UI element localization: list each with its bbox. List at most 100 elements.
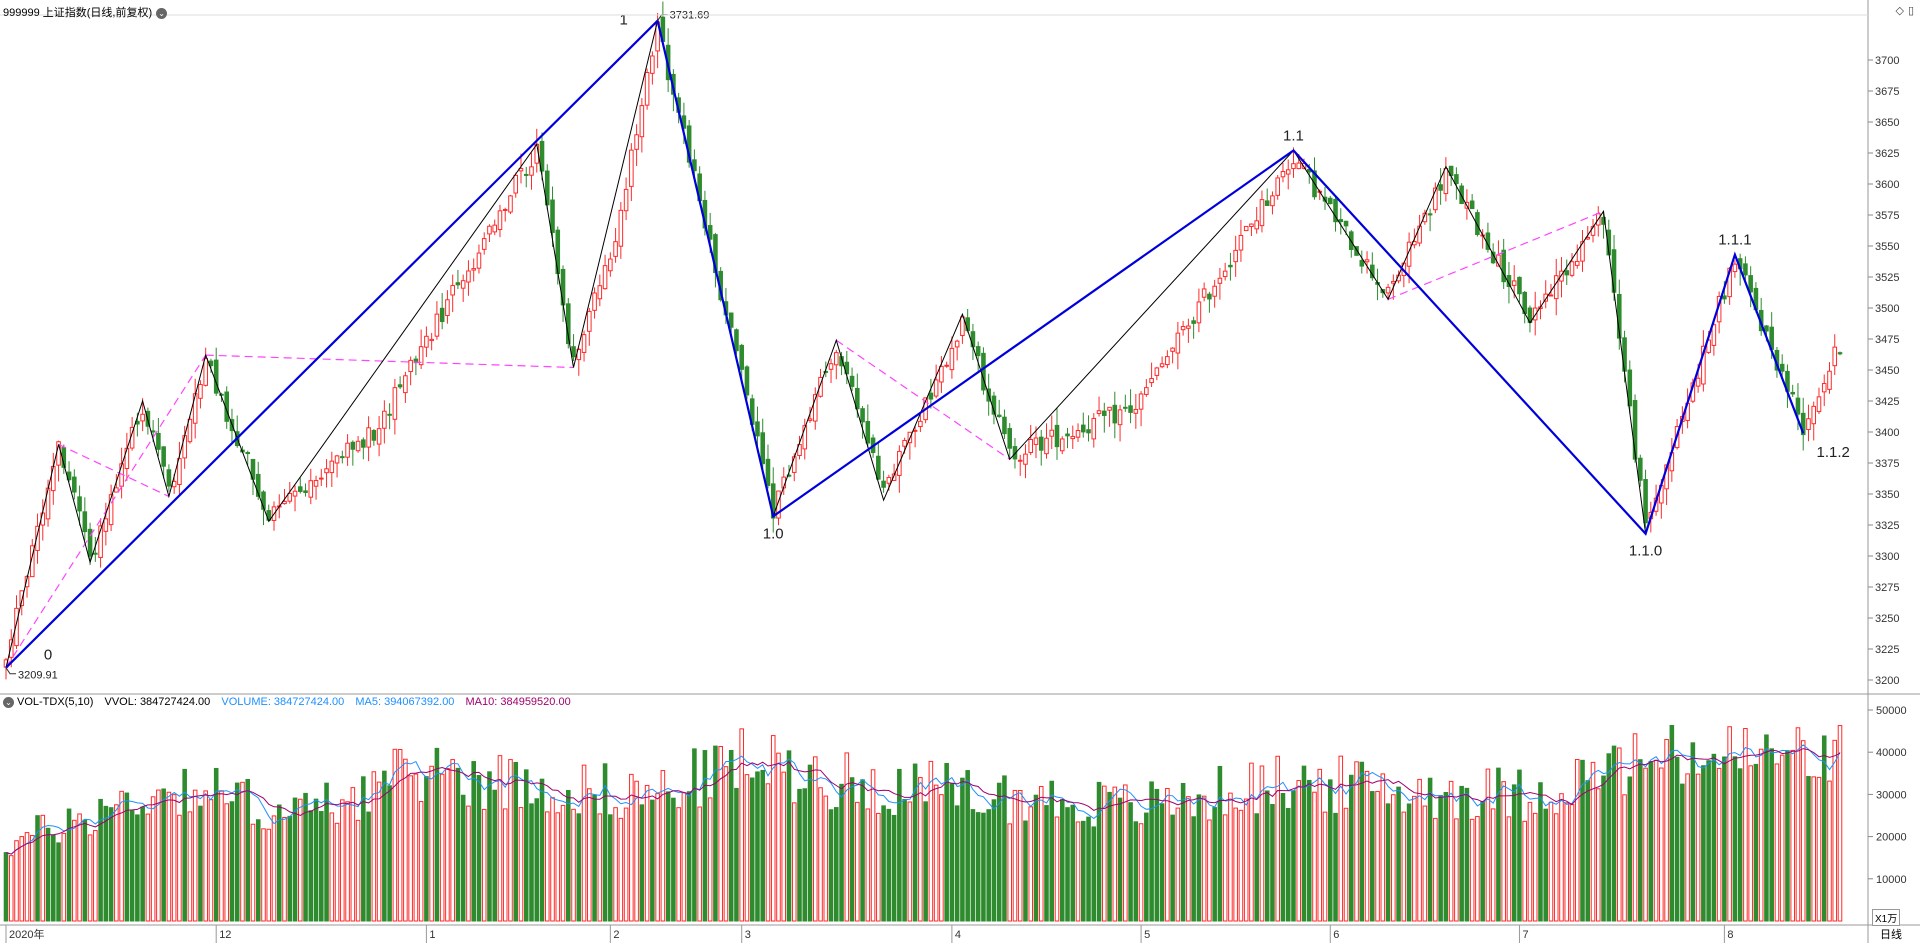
candle-body: [1364, 259, 1370, 263]
candle-body: [1501, 249, 1506, 283]
candle-body: [1117, 409, 1123, 426]
volume-bar: [1033, 794, 1039, 922]
volume-bar: [781, 771, 787, 922]
candle-body: [1743, 263, 1748, 276]
volume-bar: [1790, 749, 1795, 922]
volume-bar: [156, 789, 161, 922]
candle-body: [1722, 295, 1727, 300]
volume-bar: [1128, 802, 1133, 922]
volume-bar: [1417, 778, 1422, 922]
candle-body: [886, 477, 892, 484]
candle-body: [192, 393, 198, 424]
volume-bar: [770, 735, 776, 922]
volume-bar: [1643, 767, 1648, 922]
candle-body: [187, 418, 193, 443]
price-tick-label: 3400: [1875, 427, 1899, 439]
candle-body: [1701, 345, 1706, 385]
candle-body: [975, 346, 981, 357]
volume-bar: [939, 794, 944, 922]
volume-bar: [56, 842, 61, 922]
candle-body: [1217, 277, 1223, 284]
volume-bar: [508, 759, 513, 922]
candle-body: [1580, 241, 1585, 262]
volume-bar: [902, 798, 907, 922]
volume-bar: [1454, 818, 1459, 922]
candle-body: [1243, 225, 1249, 232]
wave-label: 1: [619, 12, 627, 29]
candle-body: [1569, 261, 1575, 276]
minor-wave-line: [5, 20, 1804, 668]
volume-bar: [1112, 786, 1118, 922]
candle-body: [487, 225, 492, 235]
volume-bar: [1638, 759, 1643, 922]
volume-bar: [434, 747, 440, 922]
volume-bar: [271, 815, 277, 922]
candle-body: [1138, 393, 1144, 410]
volume-bar: [629, 773, 634, 922]
candle-body: [618, 209, 624, 247]
candle-body: [623, 188, 629, 212]
volume-bar: [1317, 768, 1323, 922]
candle-body: [1454, 174, 1459, 185]
volume-bar: [655, 793, 660, 922]
price-tick-label: 3575: [1875, 210, 1899, 222]
candle-body: [834, 352, 839, 366]
volume-bar: [613, 807, 618, 922]
volume-bar: [329, 812, 335, 922]
candle-body: [1601, 216, 1606, 225]
candle-body: [150, 430, 156, 433]
volume-bar: [1186, 796, 1191, 922]
volume-bar: [755, 771, 760, 922]
volume-bar: [1322, 811, 1328, 922]
chevron-down-icon[interactable]: ⌄: [3, 696, 14, 708]
channel-line: [58, 443, 170, 498]
volume-bar: [1133, 821, 1139, 922]
period-label[interactable]: 日线: [1880, 929, 1902, 941]
volume-bar: [1254, 813, 1259, 922]
x-tick-label: 5: [1144, 929, 1150, 941]
candle-body: [1695, 377, 1701, 387]
volume-bar: [1180, 782, 1186, 922]
candle-body: [650, 55, 655, 74]
candle-body: [1149, 378, 1154, 384]
candle-body: [933, 379, 939, 397]
volume-bar: [876, 812, 881, 922]
candle-body: [597, 285, 603, 300]
candle-body: [692, 159, 697, 172]
volume-bar: [1722, 756, 1727, 922]
candle-body: [387, 413, 392, 416]
volume-bar: [319, 811, 324, 922]
volume-bar: [881, 805, 886, 922]
wave-labels: 0 1 1.0 1.1 1.1.0 1.1.1 1.1.2: [44, 12, 1850, 664]
volume-bar: [1049, 780, 1055, 922]
volume-bar: [728, 749, 734, 922]
candle-body: [581, 334, 587, 353]
volume-bar: [1501, 781, 1506, 922]
candle-body: [1264, 200, 1270, 206]
volume-bar: [981, 812, 986, 922]
volume-bar: [1674, 756, 1680, 922]
volume-bar: [1648, 761, 1654, 922]
volume-bar: [560, 804, 566, 922]
volume-bar: [734, 787, 739, 922]
diamond-icon[interactable]: ◇: [1895, 5, 1904, 17]
candle-body: [1175, 332, 1181, 354]
volume-bar: [429, 765, 434, 922]
volume-bar: [581, 764, 587, 922]
candle-body: [397, 384, 403, 388]
volume-bar: [1233, 807, 1238, 922]
panel-icon[interactable]: ▯: [1907, 5, 1914, 17]
volume-bar: [555, 812, 561, 922]
chart-title-text: 999999 上证指数(日线,前复权): [3, 7, 153, 19]
volume-bar: [413, 773, 419, 922]
chevron-down-icon[interactable]: ⌄: [156, 7, 168, 19]
candle-body: [1816, 396, 1822, 413]
candle-body: [392, 387, 398, 420]
volume-bar: [886, 808, 892, 922]
candle-body: [728, 312, 734, 328]
volume-bar: [1301, 765, 1307, 922]
volume-bar: [392, 748, 398, 922]
candle-body: [970, 331, 976, 348]
volume-bar: [439, 773, 445, 922]
candle-body: [51, 465, 56, 492]
